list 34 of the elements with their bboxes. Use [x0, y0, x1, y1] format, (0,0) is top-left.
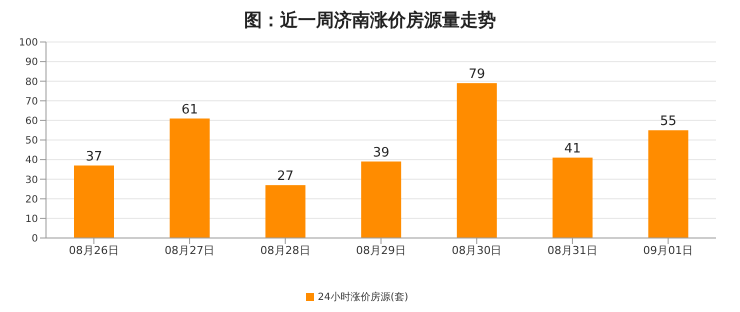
- y-tick-label: 0: [32, 234, 38, 245]
- y-tick-label: 60: [25, 116, 38, 127]
- bar: [265, 185, 306, 238]
- y-tick-label: 90: [25, 57, 38, 68]
- legend-label: 24小时涨价房源(套): [318, 292, 408, 303]
- bar: [456, 83, 497, 238]
- data-label: 41: [564, 142, 581, 157]
- y-tick-label: 50: [25, 136, 38, 147]
- bar: [552, 158, 593, 238]
- bar: [170, 118, 210, 238]
- y-tick-label: 70: [25, 96, 38, 108]
- bar: [74, 165, 114, 238]
- x-tick-label: 08月27日: [164, 244, 215, 257]
- x-tick-label: 08月26日: [68, 244, 119, 257]
- x-tick-label: 09月01日: [643, 244, 694, 257]
- y-tick-label: 100: [18, 38, 38, 49]
- data-label: 37: [86, 149, 102, 164]
- x-tick-label: 08月30日: [452, 244, 502, 257]
- bar: [361, 162, 402, 238]
- y-tick-label: 40: [25, 155, 38, 166]
- y-tick-label: 10: [25, 214, 38, 225]
- data-label: 39: [372, 146, 390, 161]
- x-tick-label: 08月28日: [260, 244, 310, 257]
- chart-title: 图：近一周济南涨价房源量走势: [243, 9, 497, 33]
- data-label: 61: [181, 102, 198, 118]
- data-label: 79: [468, 67, 486, 82]
- bar: [648, 130, 688, 238]
- y-tick-label: 20: [25, 194, 38, 206]
- y-tick-label: 80: [25, 76, 38, 88]
- x-tick-label: 08月29日: [356, 244, 406, 257]
- x-tick-label: 08月31日: [547, 244, 598, 257]
- data-label: 55: [660, 114, 677, 130]
- data-label: 27: [277, 169, 294, 184]
- y-tick-label: 30: [25, 174, 38, 186]
